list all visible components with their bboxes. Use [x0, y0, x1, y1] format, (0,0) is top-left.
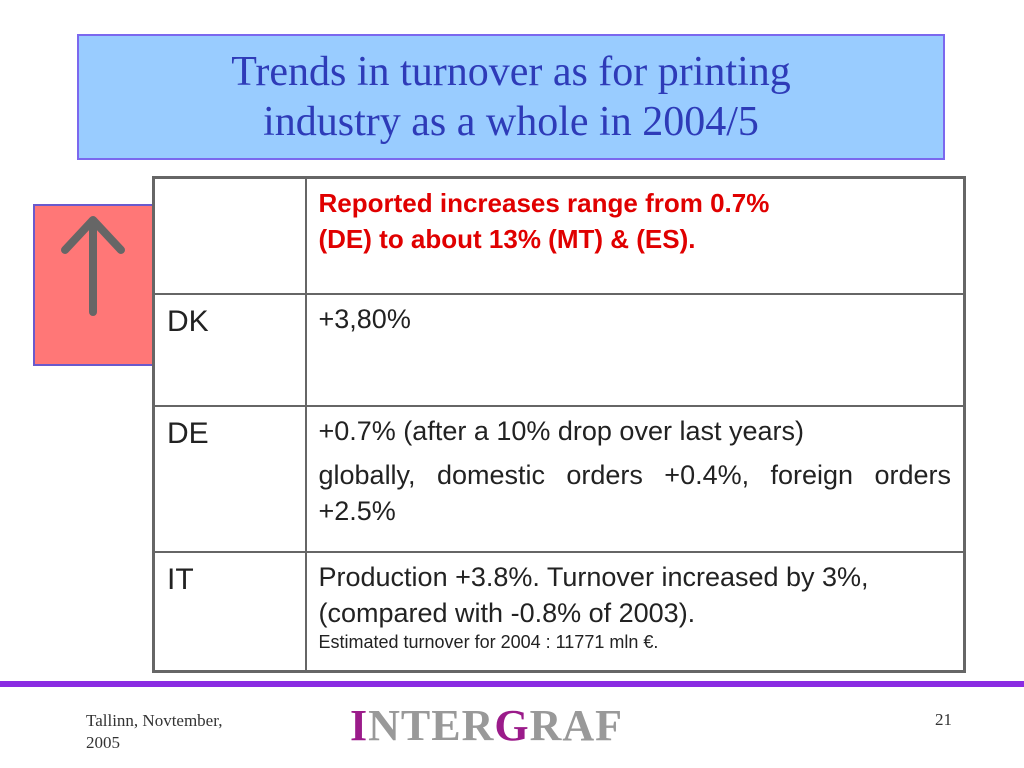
logo-letter-g: G	[494, 701, 530, 750]
trend-indicator-box	[33, 204, 173, 366]
header-summary-line-2: (DE) to about 13% (MT) & (ES).	[318, 224, 696, 254]
value-cell-dk: +3,80%	[304, 292, 966, 407]
footer-place-date: Tallinn, Novtember, 2005	[86, 710, 276, 754]
table-row: DE +0.7% (after a 10% drop over last yea…	[152, 404, 966, 553]
value-cell-de: +0.7% (after a 10% drop over last years)…	[304, 404, 966, 553]
header-summary-line-1: Reported increases range from 0.7%	[318, 188, 770, 218]
title-box: Trends in turnover as for printing indus…	[77, 34, 945, 160]
intergraf-logo: INTERGRAF	[350, 700, 623, 751]
page-number: 21	[935, 710, 952, 729]
country-cell-dk: DK	[152, 292, 307, 407]
it-note: Estimated turnover for 2004 : 11771 mln …	[318, 631, 659, 652]
table-row: IT Production +3.8%. Turnover increased …	[152, 550, 966, 673]
table-row: DK +3,80%	[152, 292, 966, 407]
country-cell-it: IT	[152, 550, 307, 673]
de-detail: globally, domestic orders +0.4%, foreign…	[318, 459, 952, 526]
country-cell-de: DE	[152, 404, 307, 553]
logo-letters-nter: NTER	[368, 701, 495, 750]
table-header-row: Reported increases range from 0.7% (DE) …	[152, 176, 966, 295]
header-country-cell	[152, 176, 307, 295]
header-summary-cell: Reported increases range from 0.7% (DE) …	[304, 176, 966, 295]
footer-divider	[0, 681, 1024, 687]
it-value: Production +3.8%. Turnover increased by …	[318, 561, 869, 628]
logo-letters-raf: RAF	[529, 701, 624, 750]
title-line-1: Trends in turnover as for printing	[231, 49, 791, 95]
value-cell-it: Production +3.8%. Turnover increased by …	[304, 550, 966, 673]
dk-value: +3,80%	[318, 303, 411, 334]
footer-place-line-2: 2005	[86, 733, 120, 752]
footer-place-line-1: Tallinn, Novtember,	[86, 711, 223, 730]
title-line-2: industry as a whole in 2004/5	[263, 99, 759, 145]
up-arrow-icon	[61, 216, 125, 316]
logo-letter-i: I	[350, 701, 369, 750]
de-value: +0.7% (after a 10% drop over last years)	[318, 415, 805, 446]
slide-title: Trends in turnover as for printing indus…	[231, 47, 791, 147]
turnover-table: Reported increases range from 0.7% (DE) …	[152, 176, 966, 673]
